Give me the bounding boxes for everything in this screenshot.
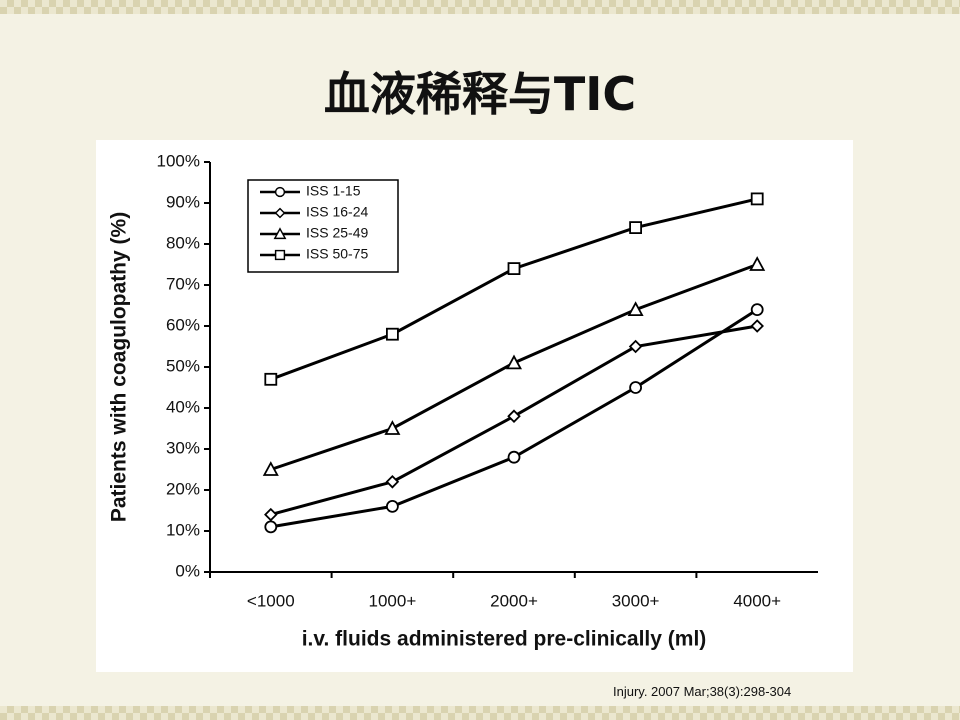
y-tick-label: 60% [166, 315, 200, 334]
x-axis-title: i.v. fluids administered pre-clinically … [302, 628, 707, 651]
legend-label: ISS 16-24 [306, 204, 368, 220]
data-point [507, 409, 521, 423]
data-point [264, 520, 278, 534]
data-point [262, 461, 279, 476]
data-point [750, 303, 764, 317]
chart: 0% 10% 20% 30% 40% 50% 60% 70% 80% 90% 100% <1000 10… [96, 140, 853, 672]
legend-marker [274, 207, 286, 219]
y-tick-label: 90% [166, 192, 200, 211]
legend-marker [274, 186, 286, 198]
y-tick-label: 100% [157, 151, 200, 170]
x-tick-label: 3000+ [612, 591, 660, 610]
data-point [750, 192, 764, 206]
legend-marker [274, 249, 286, 261]
citation: Injury. 2007 Mar;38(3):298-304 [613, 684, 792, 699]
x-tick-label: 2000+ [490, 591, 538, 610]
legend-label: ISS 25-49 [306, 225, 368, 241]
data-point [629, 381, 642, 394]
data-point [385, 475, 400, 489]
data-point [384, 420, 401, 435]
y-tick-label: 70% [166, 274, 200, 293]
chart-background [96, 140, 853, 672]
y-tick-label: 80% [166, 233, 200, 252]
data-point [507, 450, 521, 464]
data-point [385, 499, 399, 513]
legend-label: ISS 50-75 [306, 246, 368, 262]
data-point [264, 372, 278, 386]
data-point [264, 507, 278, 522]
data-point [750, 319, 764, 333]
y-tick-label: 10% [166, 520, 200, 539]
x-tick-label: <1000 [247, 591, 295, 610]
slide-title: 血液稀释与TIC [323, 67, 637, 121]
y-tick-label: 40% [166, 397, 200, 416]
legend-box [247, 179, 399, 273]
y-axis-title: Patients with coagulopathy (%) [108, 212, 131, 522]
legend-label: ISS 1-15 [306, 183, 361, 199]
data-point [629, 221, 642, 234]
y-tick-label: 50% [166, 356, 200, 375]
y-tick-label: 30% [166, 438, 200, 457]
data-point [628, 339, 643, 354]
data-point [505, 354, 523, 370]
data-point [507, 262, 521, 275]
top-band [0, 0, 960, 14]
x-tick-label: 1000+ [369, 591, 417, 610]
legend-marker [273, 227, 287, 240]
y-tick-label: 0% [175, 561, 200, 580]
y-tick-label: 20% [166, 479, 200, 498]
x-tick-label: 4000+ [733, 591, 781, 610]
data-point [385, 327, 399, 341]
bottom-band [0, 706, 960, 720]
data-point [749, 256, 766, 271]
data-point [627, 301, 644, 317]
